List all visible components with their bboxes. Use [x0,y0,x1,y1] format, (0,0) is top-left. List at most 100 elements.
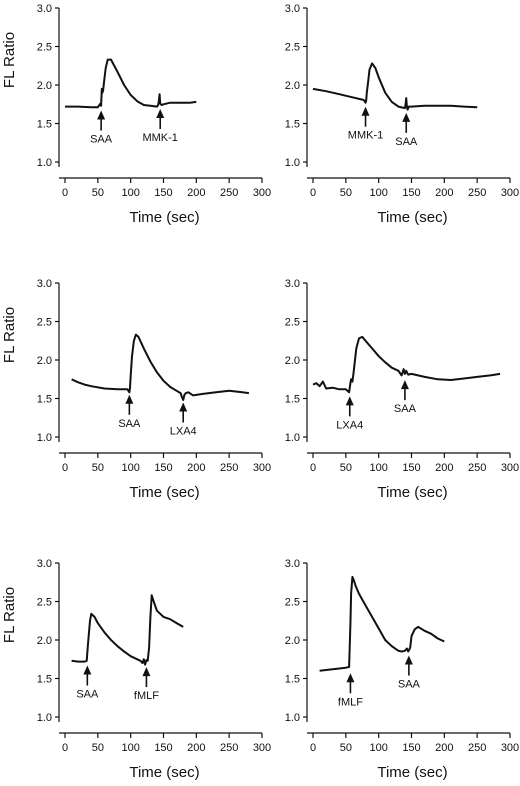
panel-5-stimulus-label: fMLF [134,690,159,702]
panel-6-stimulus-label: fMLF [338,696,363,708]
panel-1-x-tick-label: 250 [220,187,238,199]
panel-6-stimulus-label: SAA [398,679,421,691]
panel-6-x-tick-label: 0 [310,742,316,754]
panel-6-arrow-icon [346,673,355,683]
panel-3-x-tick-label: 0 [62,462,68,474]
panel-2-x-tick-label: 50 [340,187,352,199]
panel-5-x-axis-title: Time (sec) [129,764,199,781]
panel-5-trace-1 [71,594,184,666]
panel-5-y-tick-label: 1.0 [37,712,52,724]
panel-4-x-tick-label: 250 [468,462,486,474]
panel-1-trace-1 [65,58,197,109]
panel-1-x-tick-label: 150 [154,187,172,199]
panel-3-x-tick-label: 150 [154,462,172,474]
panel-5-y-tick-label: 1.5 [37,674,52,686]
panel-1-y-tick-label: 2.0 [37,80,52,92]
panel-3-x-tick-label: 100 [121,462,139,474]
panel-1-y-axis-title: FL Ratio [1,32,18,88]
panel-5-x-tick-label: 300 [253,742,271,754]
panel-6-x-tick-label: 200 [435,742,453,754]
panel-5-x-tick-label: 250 [220,742,238,754]
panel-2-x-tick-label: 250 [468,187,486,199]
panel-2-x-tick-label: 300 [501,187,519,199]
panel-4-stimulus-label: LXA4 [336,419,363,431]
panel-3-trace-1 [71,333,250,401]
panel-5-x-tick-label: 150 [154,742,172,754]
panel-4-x-tick-label: 0 [310,462,316,474]
panel-6-trace-1 [319,575,445,672]
panel-4: 1.0 1.5 2.0 2.5 3.0 0 50 100 150 200 250 300 Time (s… [285,278,519,501]
panel-3-x-tick-label: 250 [220,462,238,474]
panel-4-y-tick-label: 3.0 [285,278,300,290]
panel-4-y-tick-label: 2.0 [285,355,300,367]
panel-4-y-tick-label: 1.5 [285,394,300,406]
panel-3-x-axis-title: Time (sec) [129,484,199,501]
panel-2-arrow-icon [361,106,370,116]
panel-6-x-tick-label: 50 [340,742,352,754]
panel-1-y-tick-label: 1.5 [37,119,52,131]
panel-4-arrow-icon [400,380,409,390]
panel-4-x-tick-label: 150 [402,462,420,474]
panel-3-x-tick-label: 200 [187,462,205,474]
panel-1-x-tick-label: 100 [121,187,139,199]
panel-2-y-tick-label: 2.0 [285,80,300,92]
panel-6-y-tick-label: 1.5 [285,674,300,686]
panel-1-y-tick-label: 3.0 [37,3,52,15]
panel-1-arrow-icon [156,109,165,119]
panel-5-y-tick-label: 3.0 [37,558,52,570]
panel-6-y-tick-label: 2.0 [285,635,300,647]
panel-5-arrow-icon [83,665,92,675]
panel-2-x-tick-label: 0 [310,187,316,199]
panel-3-x-tick-label: 50 [92,462,104,474]
panel-2-y-tick-label: 2.5 [285,42,300,54]
panel-5-x-tick-label: 50 [92,742,104,754]
panel-2-stimulus-label: SAA [395,136,418,148]
panel-6-y-tick-label: 1.0 [285,712,300,724]
panel-1-x-tick-label: 0 [62,187,68,199]
panel-2-x-tick-label: 150 [402,187,420,199]
panel-3-arrow-icon [125,394,134,404]
panel-3-stimulus-label: LXA4 [170,426,197,438]
panel-4-x-tick-label: 200 [435,462,453,474]
panel-5-stimulus-label: SAA [76,689,99,701]
panel-1-x-tick-label: 50 [92,187,104,199]
panel-5-y-tick-label: 2.0 [37,635,52,647]
panel-3-y-tick-label: 1.5 [37,394,52,406]
panel-4-arrow-icon [345,396,354,406]
panel-3-y-tick-label: 2.0 [37,355,52,367]
panel-1-x-tick-label: 300 [253,187,271,199]
panel-1-arrow-icon [97,110,106,120]
panel-2-x-tick-label: 100 [369,187,387,199]
panel-4-x-tick-label: 100 [369,462,387,474]
panel-1-y-tick-label: 1.0 [37,157,52,169]
panel-2-trace-1 [312,62,478,111]
panel-2-arrow-icon [402,112,411,122]
panel-3-stimulus-label: SAA [118,418,141,430]
panel-2: 1.0 1.5 2.0 2.5 3.0 0 50 100 150 200 250 300 Time (s… [285,3,519,226]
panel-6-arrow-icon [404,655,413,665]
panel-3-y-axis-title: FL Ratio [1,307,18,363]
panel-6-x-tick-label: 250 [468,742,486,754]
panel-2-y-tick-label: 1.0 [285,157,300,169]
panel-3-arrow-icon [179,402,188,412]
panel-5-x-tick-label: 200 [187,742,205,754]
panel-6-x-tick-label: 100 [369,742,387,754]
panel-4-stimulus-label: SAA [394,403,417,415]
panel-4-y-tick-label: 1.0 [285,432,300,444]
panel-4-y-tick-label: 2.5 [285,317,300,329]
panel-3-x-tick-label: 300 [253,462,271,474]
panel-1: 1.0 1.5 2.0 2.5 3.0 0 50 100 150 200 250 300 Time (s… [1,3,271,226]
panel-3-y-tick-label: 3.0 [37,278,52,290]
panel-2-y-tick-label: 1.5 [285,119,300,131]
panel-5: 1.0 1.5 2.0 2.5 3.0 0 50 100 150 200 250 300 Time (s… [1,558,271,781]
panel-6-y-tick-label: 2.5 [285,597,300,609]
panel-2-y-tick-label: 3.0 [285,3,300,15]
panel-3-y-tick-label: 1.0 [37,432,52,444]
panel-5-x-tick-label: 0 [62,742,68,754]
panel-2-stimulus-label: MMK-1 [348,130,383,142]
panel-1-x-tick-label: 200 [187,187,205,199]
panel-1-stimulus-label: SAA [90,134,113,146]
panel-2-x-tick-label: 200 [435,187,453,199]
panel-1-stimulus-label: MMK-1 [142,132,177,144]
